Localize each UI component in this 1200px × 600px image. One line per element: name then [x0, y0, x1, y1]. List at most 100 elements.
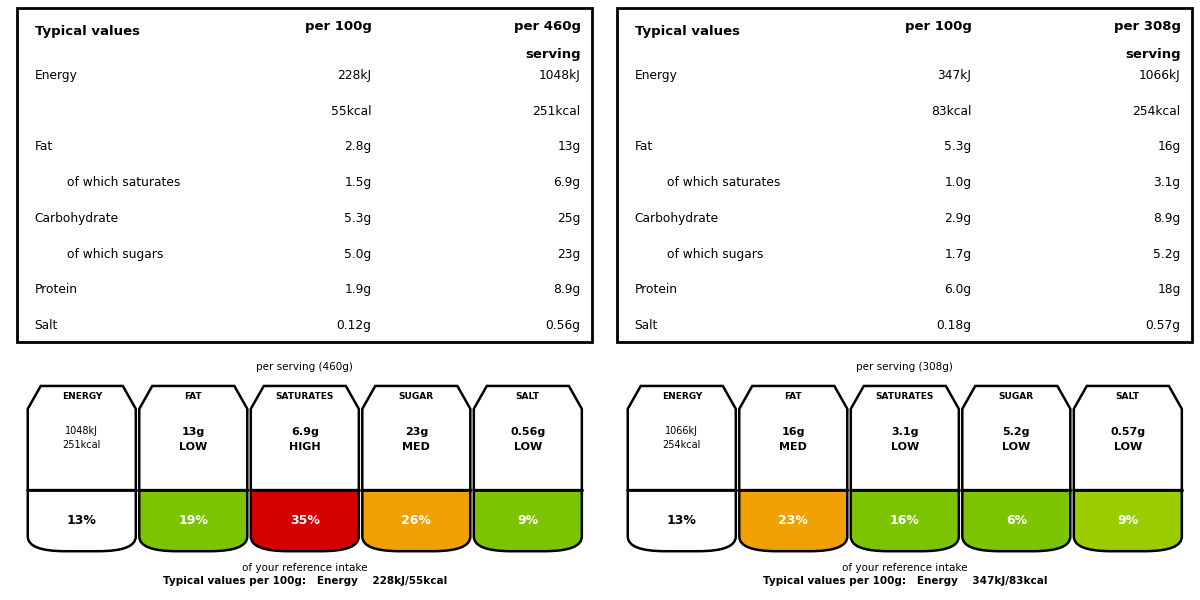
- PathPatch shape: [139, 490, 247, 551]
- Text: 5.0g: 5.0g: [344, 248, 372, 260]
- Text: serving: serving: [1126, 48, 1181, 61]
- Text: 13g: 13g: [558, 140, 581, 153]
- Text: 23%: 23%: [779, 514, 809, 527]
- Text: 228kJ: 228kJ: [337, 69, 372, 82]
- Text: 6.0g: 6.0g: [944, 283, 972, 296]
- Text: Typical values per 100g:   Energy    347kJ/83kcal: Typical values per 100g: Energy 347kJ/83…: [762, 576, 1048, 586]
- Text: of which sugars: of which sugars: [67, 248, 163, 260]
- Text: of which saturates: of which saturates: [667, 176, 780, 189]
- Text: 16g: 16g: [781, 427, 805, 437]
- Text: of your reference intake: of your reference intake: [242, 563, 367, 572]
- Text: 6.9g: 6.9g: [553, 176, 581, 189]
- Text: 13%: 13%: [667, 514, 697, 527]
- Text: of which sugars: of which sugars: [667, 248, 763, 260]
- Text: 1048kJ: 1048kJ: [539, 69, 581, 82]
- Text: 8.9g: 8.9g: [1153, 212, 1181, 225]
- Text: 2.8g: 2.8g: [344, 140, 372, 153]
- Text: SALT: SALT: [516, 392, 540, 401]
- Text: 35%: 35%: [290, 514, 319, 527]
- Text: 55kcal: 55kcal: [331, 104, 372, 118]
- PathPatch shape: [851, 386, 959, 490]
- PathPatch shape: [962, 386, 1070, 490]
- Text: Typical values: Typical values: [635, 25, 739, 38]
- Text: LOW: LOW: [890, 442, 919, 452]
- Text: FAT: FAT: [785, 392, 802, 401]
- PathPatch shape: [628, 490, 736, 551]
- Text: MED: MED: [779, 442, 808, 452]
- Text: 1.9g: 1.9g: [344, 283, 372, 296]
- Text: 251kcal: 251kcal: [62, 440, 101, 450]
- Text: 9%: 9%: [517, 514, 539, 527]
- PathPatch shape: [251, 490, 359, 551]
- PathPatch shape: [962, 490, 1070, 551]
- Text: ENERGY: ENERGY: [61, 392, 102, 401]
- Text: 5.2g: 5.2g: [1153, 248, 1181, 260]
- Text: Carbohydrate: Carbohydrate: [635, 212, 719, 225]
- Text: per 100g: per 100g: [305, 20, 372, 32]
- PathPatch shape: [251, 386, 359, 490]
- Text: serving: serving: [526, 48, 581, 61]
- Text: 25g: 25g: [557, 212, 581, 225]
- Text: of which saturates: of which saturates: [67, 176, 180, 189]
- Text: 23g: 23g: [404, 427, 428, 437]
- Text: LOW: LOW: [1002, 442, 1031, 452]
- Text: 3.1g: 3.1g: [1153, 176, 1181, 189]
- Text: per serving (460g): per serving (460g): [257, 362, 353, 372]
- Text: LOW: LOW: [179, 442, 208, 452]
- PathPatch shape: [1074, 386, 1182, 490]
- PathPatch shape: [28, 386, 136, 490]
- Text: FAT: FAT: [185, 392, 202, 401]
- Text: ENERGY: ENERGY: [661, 392, 702, 401]
- Text: SALT: SALT: [1116, 392, 1140, 401]
- Text: Salt: Salt: [635, 319, 658, 332]
- Text: of your reference intake: of your reference intake: [842, 563, 967, 572]
- Text: 0.56g: 0.56g: [510, 427, 546, 437]
- Text: 1066kJ: 1066kJ: [665, 426, 698, 436]
- Text: 0.12g: 0.12g: [337, 319, 372, 332]
- Text: Protein: Protein: [35, 283, 78, 296]
- Text: 5.2g: 5.2g: [1002, 427, 1030, 437]
- PathPatch shape: [474, 490, 582, 551]
- Text: 254kcal: 254kcal: [1133, 104, 1181, 118]
- PathPatch shape: [628, 386, 736, 490]
- Text: SUGAR: SUGAR: [998, 392, 1034, 401]
- Text: 5.3g: 5.3g: [344, 212, 372, 225]
- Text: HIGH: HIGH: [289, 442, 320, 452]
- Text: Typical values per 100g:   Energy    228kJ/55kcal: Typical values per 100g: Energy 228kJ/55…: [163, 576, 446, 586]
- Text: per 460g: per 460g: [514, 20, 581, 32]
- Text: Typical values: Typical values: [35, 25, 139, 38]
- Text: 8.9g: 8.9g: [553, 283, 581, 296]
- Text: 0.57g: 0.57g: [1110, 427, 1145, 437]
- Text: 26%: 26%: [401, 514, 431, 527]
- Text: 16%: 16%: [890, 514, 919, 527]
- PathPatch shape: [851, 490, 959, 551]
- Text: 13g: 13g: [181, 427, 205, 437]
- Text: 0.56g: 0.56g: [546, 319, 581, 332]
- Text: Energy: Energy: [35, 69, 78, 82]
- Text: SATURATES: SATURATES: [876, 392, 934, 401]
- PathPatch shape: [474, 386, 582, 490]
- Text: 16g: 16g: [1158, 140, 1181, 153]
- Text: 19%: 19%: [179, 514, 209, 527]
- Text: MED: MED: [402, 442, 431, 452]
- Text: 347kJ: 347kJ: [937, 69, 972, 82]
- Text: 6.9g: 6.9g: [290, 427, 319, 437]
- Text: 2.9g: 2.9g: [944, 212, 972, 225]
- Text: 6%: 6%: [1006, 514, 1027, 527]
- Text: 3.1g: 3.1g: [892, 427, 918, 437]
- Text: 0.57g: 0.57g: [1146, 319, 1181, 332]
- Text: 13%: 13%: [67, 514, 97, 527]
- Text: per 100g: per 100g: [905, 20, 972, 32]
- Text: Salt: Salt: [35, 319, 58, 332]
- Text: SATURATES: SATURATES: [276, 392, 334, 401]
- Text: 1.7g: 1.7g: [944, 248, 972, 260]
- Text: LOW: LOW: [1114, 442, 1142, 452]
- Text: 83kcal: 83kcal: [931, 104, 972, 118]
- Text: 0.18g: 0.18g: [936, 319, 972, 332]
- Text: 1048kJ: 1048kJ: [65, 426, 98, 436]
- Text: per serving (308g): per serving (308g): [857, 362, 953, 372]
- PathPatch shape: [28, 490, 136, 551]
- Text: Carbohydrate: Carbohydrate: [35, 212, 119, 225]
- Text: LOW: LOW: [514, 442, 542, 452]
- PathPatch shape: [362, 386, 470, 490]
